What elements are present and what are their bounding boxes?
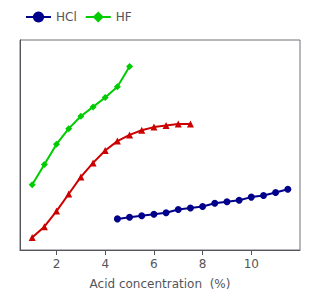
svg-text:6: 6	[150, 257, 158, 271]
svg-text:4: 4	[101, 257, 109, 271]
svg-text:10: 10	[244, 257, 259, 271]
svg-text:8: 8	[199, 257, 207, 271]
svg-text:Acid concentration (%): Acid concentration (%)	[90, 277, 231, 291]
svg-text:HCl: HCl	[56, 10, 77, 24]
svg-text:HF: HF	[116, 10, 132, 24]
svg-text:2: 2	[53, 257, 61, 271]
